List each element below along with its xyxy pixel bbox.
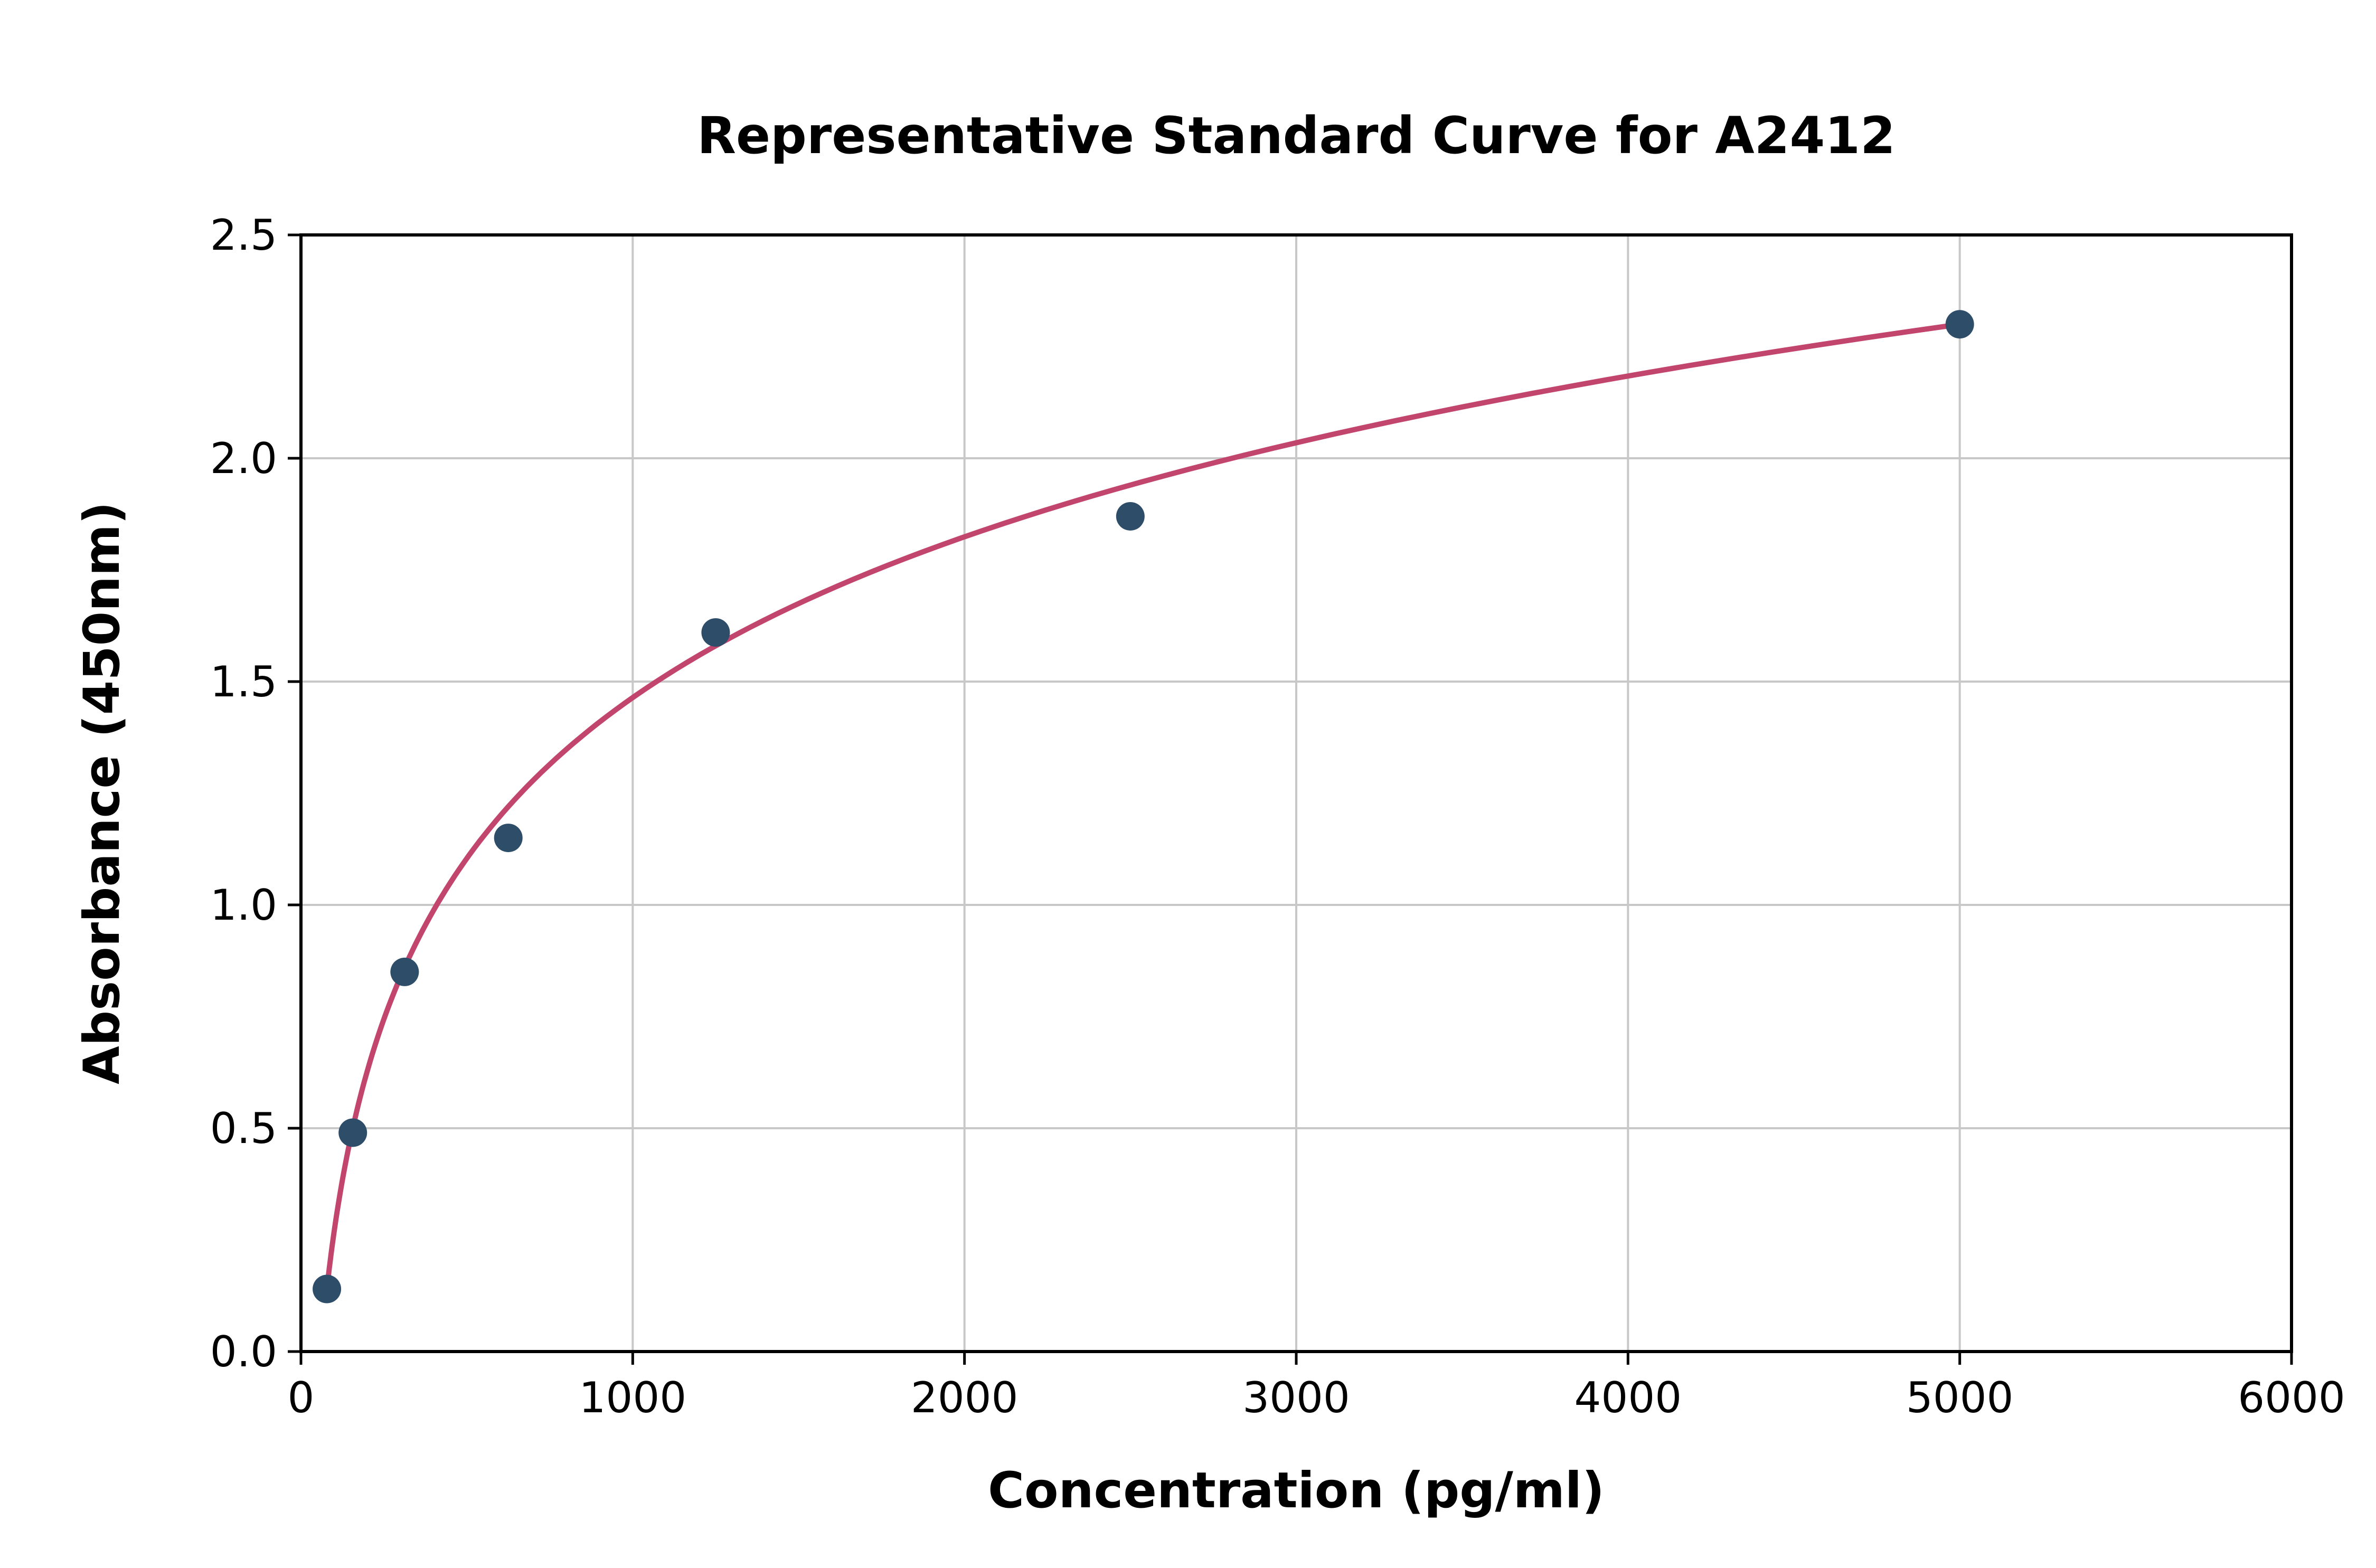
y-tick-label: 0.0 [210, 1327, 277, 1376]
y-tick-label: 1.0 [210, 881, 277, 930]
points-layer [313, 310, 1974, 1303]
data-point [494, 824, 523, 853]
x-tick-label: 5000 [1906, 1373, 2014, 1422]
data-point [1945, 310, 1974, 339]
data-point [313, 1274, 342, 1303]
chart-title: Representative Standard Curve for A2412 [697, 106, 1896, 165]
x-axis-label: Concentration (pg/ml) [988, 1462, 1605, 1519]
data-point [701, 618, 730, 647]
y-tick-label: 1.5 [210, 657, 277, 706]
y-tick-label: 2.0 [210, 434, 277, 483]
x-tick-label: 2000 [911, 1373, 1019, 1422]
y-tick-label: 0.5 [210, 1104, 277, 1153]
x-tick-label: 4000 [1574, 1373, 1682, 1422]
fit-curve [324, 322, 1963, 1292]
data-point [1116, 502, 1145, 531]
tick-layer: 0 1000 2000 3000 4000 5000 6000 0.0 0.5 1.0 1.5 2.0… [210, 211, 2345, 1422]
y-tick-label: 2.5 [210, 211, 277, 260]
grid-layer [301, 234, 2293, 1352]
x-tick-label: 1000 [579, 1373, 687, 1422]
data-point [338, 1118, 367, 1147]
data-point [390, 957, 419, 986]
x-tick-label: 3000 [1242, 1373, 1350, 1422]
x-tick-label: 0 [288, 1373, 315, 1422]
x-tick-label: 6000 [2238, 1373, 2345, 1422]
curve-layer [324, 322, 1963, 1292]
y-axis-label: Absorbance (450nm) [73, 502, 131, 1084]
